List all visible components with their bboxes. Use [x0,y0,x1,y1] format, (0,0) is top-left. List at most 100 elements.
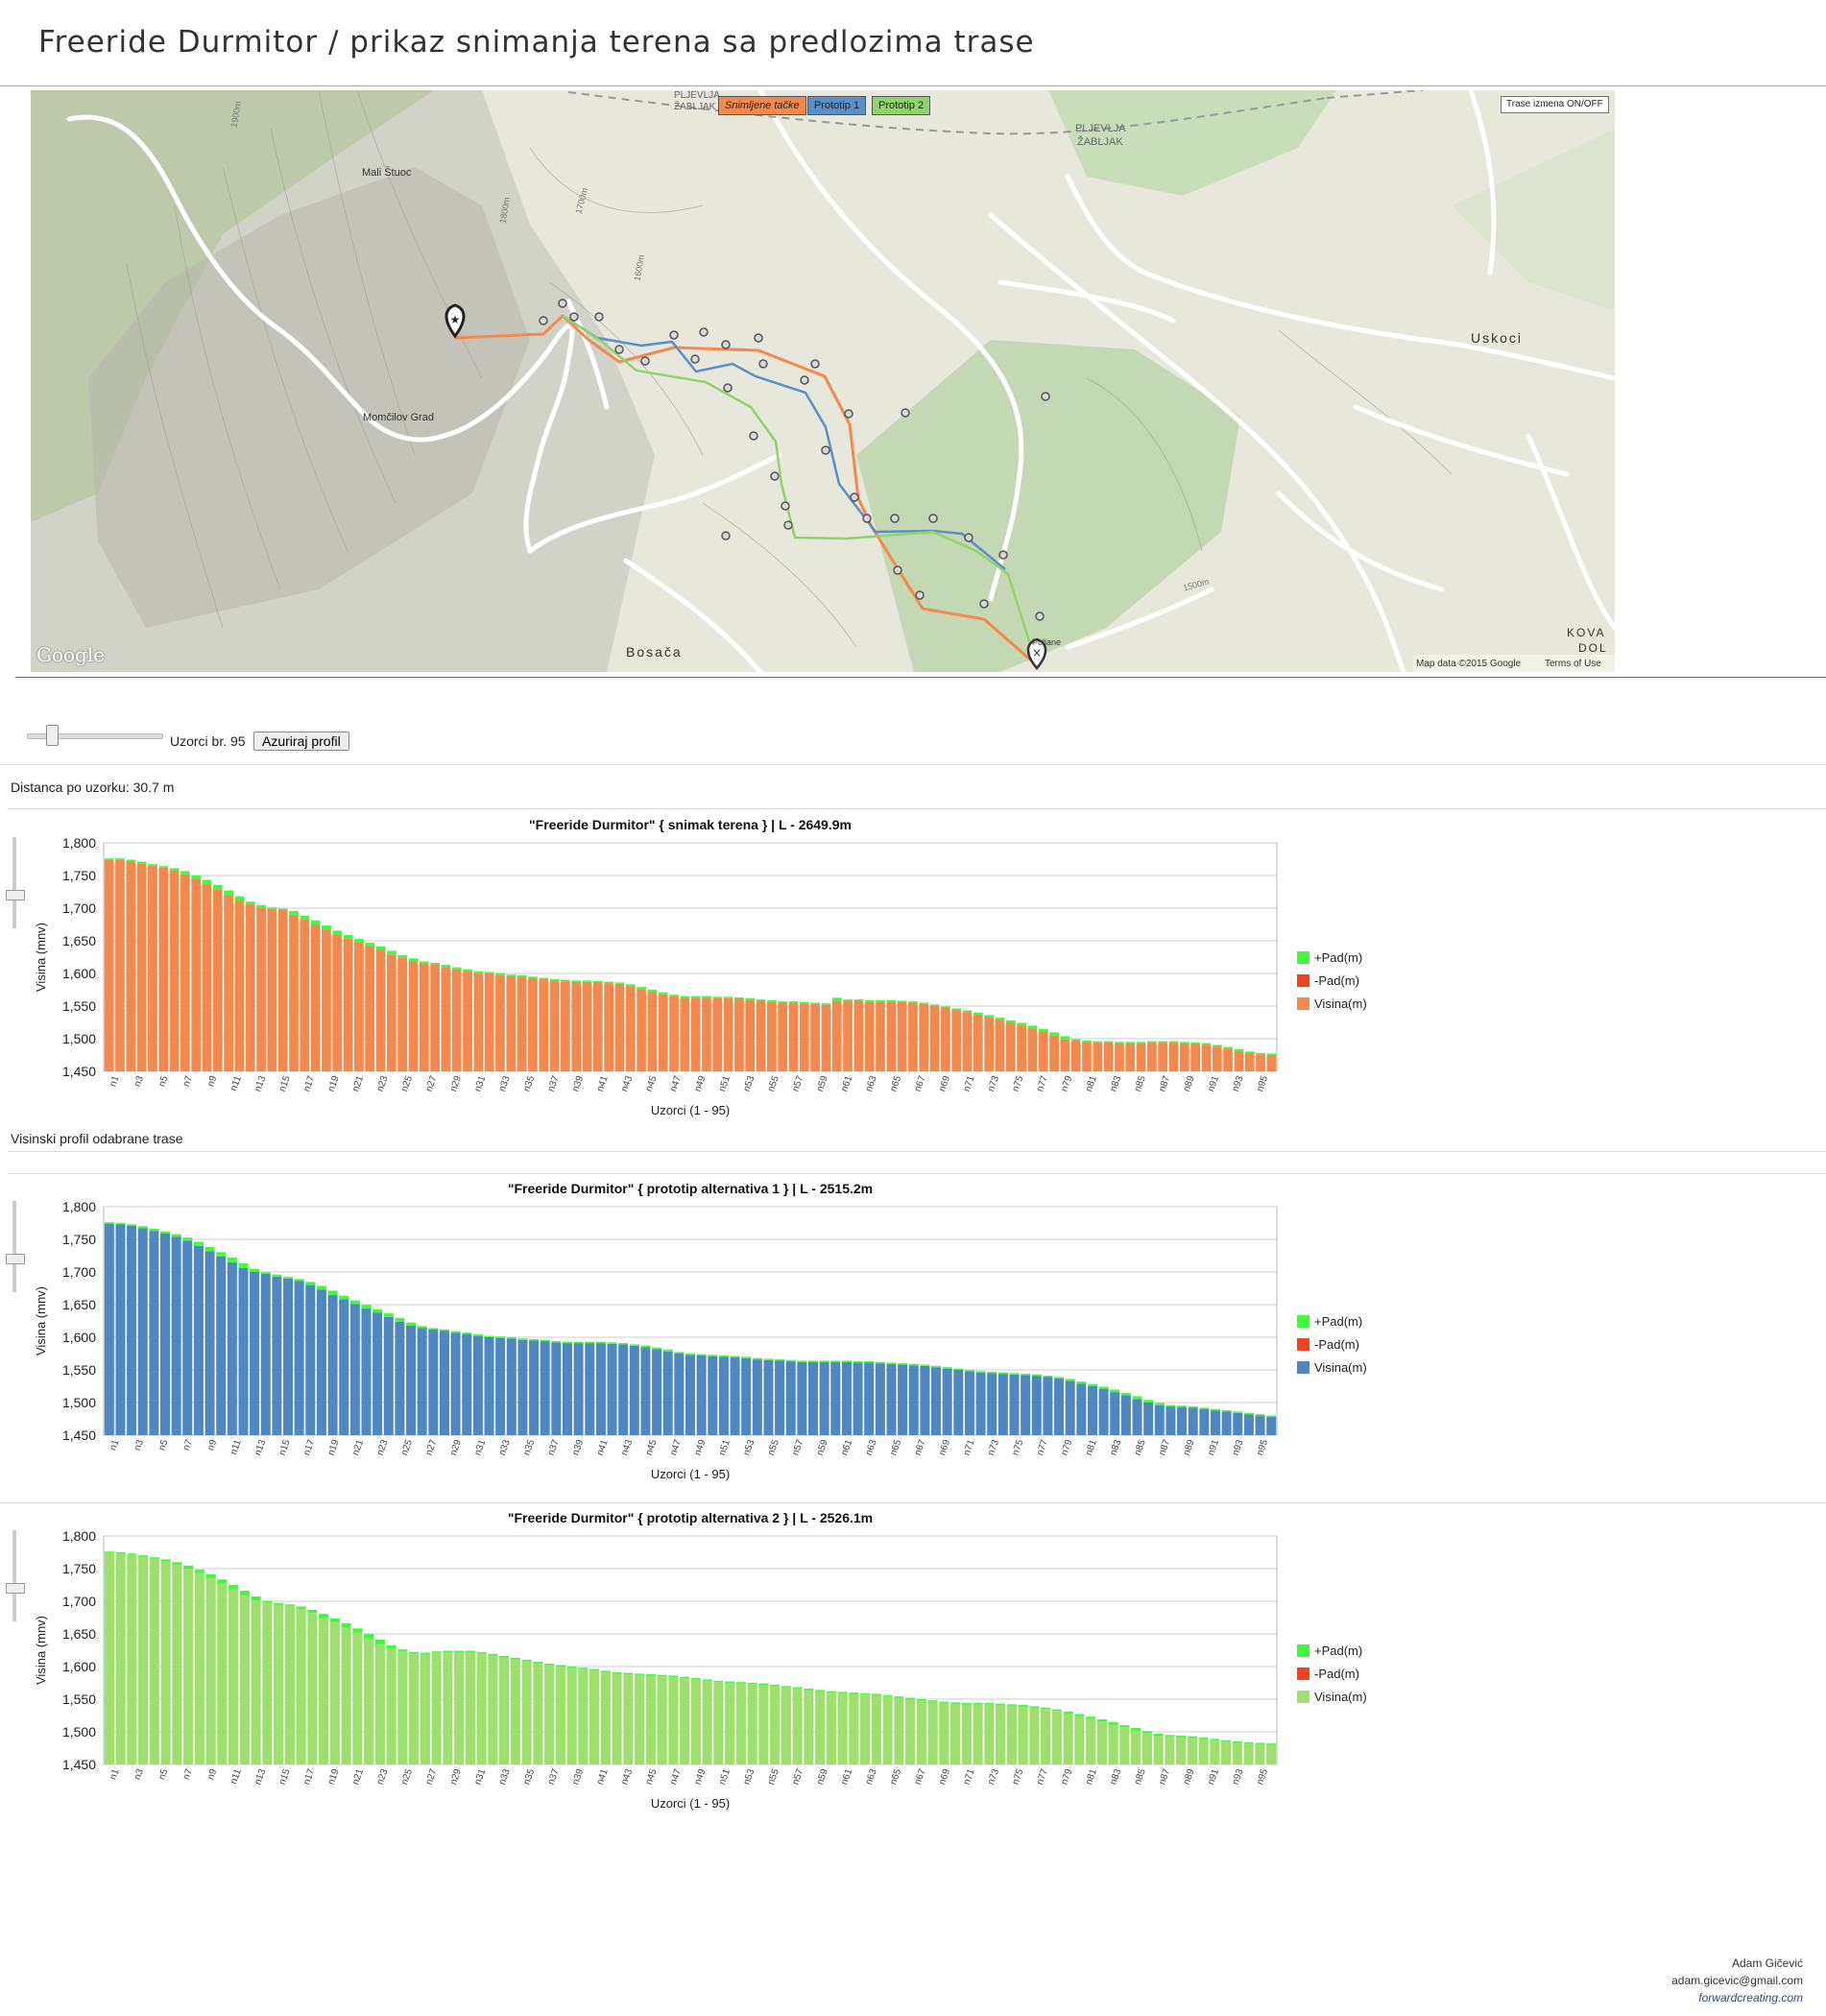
chart-zoom-handle[interactable] [6,1583,25,1594]
bar [886,1001,897,1071]
bar-drop-cap [995,1018,1005,1020]
x-tick-label: n15 [277,1074,293,1093]
bar [658,994,668,1071]
bar [843,1000,853,1071]
map-view[interactable]: ★ × Mali Štuoc Momčilov Grad Uskoci Bosa… [31,90,1615,672]
bar [495,974,505,1071]
bar-drop-cap [625,984,636,987]
x-tick-label: n65 [888,1074,903,1093]
bar-drop-cap [908,1363,919,1366]
bar-drop-cap [1115,1042,1124,1044]
bar-drop-cap [1108,1721,1118,1725]
bar [160,1561,171,1764]
bar [1201,1044,1212,1071]
bar [792,1689,803,1764]
x-tick-label: n49 [693,1438,709,1457]
y-tick-label: 1,600 [62,966,96,981]
bar-drop-cap [406,1322,417,1326]
chart-zoom-handle[interactable] [6,1254,25,1264]
bar-drop-cap [756,999,766,1001]
bar [1005,1022,1016,1071]
bar-drop-cap [592,981,603,983]
x-tick-label: n77 [1035,1074,1050,1093]
bar-drop-cap [361,1305,372,1309]
chart-zoom-slider[interactable] [12,837,16,928]
x-tick-label: n9 [205,1074,219,1089]
bar-drop-cap [775,1358,785,1361]
x-tick-label: n61 [839,1438,854,1457]
legend-label: +Pad(m) [1314,950,1362,965]
update-profile-button[interactable]: Azuriraj profil [253,732,349,751]
chart-divider-1 [8,808,1826,809]
bar [294,1281,304,1435]
route-edit-toggle-button[interactable]: Trase izmena ON/OFF [1501,96,1609,113]
legend-label: Visina(m) [1314,996,1367,1011]
bar [517,1339,528,1435]
legend-label: Visina(m) [1314,1690,1367,1704]
bar [804,1690,814,1764]
bar-drop-cap [758,1683,769,1686]
x-tick-label: n91 [1206,1767,1221,1787]
x-tick-label: n83 [1108,1438,1123,1457]
bar [284,1605,295,1764]
bar [690,997,701,1071]
legend-prototype-2[interactable]: Prototip 2 [872,96,931,115]
bar [262,1602,273,1764]
bar-drop-cap [919,1002,929,1004]
bar-drop-cap [1201,1043,1212,1045]
bar [973,1704,983,1764]
bar [1198,1739,1209,1764]
x-tick-label: n11 [228,1767,244,1786]
bar [476,1653,487,1764]
samples-slider-track[interactable] [27,733,163,739]
author-email[interactable]: adam.gicevic@gmail.com [1671,1974,1803,1987]
bar-drop-cap [539,977,549,980]
bar-drop-cap [1168,1041,1179,1044]
bar [908,1002,918,1071]
bar [1266,1055,1277,1071]
chart-zoom-slider[interactable] [12,1530,16,1621]
bar-drop-cap [629,1344,639,1346]
footer: Adam Gičević adam.gicevic@gmail.com forw… [1671,1955,1803,2006]
x-tick-label: n17 [301,1767,317,1787]
x-tick-label: n55 [766,1074,781,1093]
bar [1006,1705,1017,1764]
bar-drop-cap [284,1604,295,1606]
bar-drop-cap [582,980,592,982]
bar-drop-cap [1165,1735,1175,1737]
bar-drop-cap [984,1015,995,1018]
start-marker-icon[interactable]: ★ [444,303,466,339]
bar [555,1667,565,1764]
bar [506,1338,517,1435]
samples-slider-handle[interactable] [46,725,59,746]
bar-drop-cap [1176,1735,1187,1738]
x-tick-label: n47 [668,1767,684,1787]
x-tick-label: n9 [205,1767,219,1782]
y-tick-label: 1,700 [62,900,96,916]
legend-surveyed-points[interactable]: Snimljene tačke [718,96,806,115]
y-tick-label: 1,750 [62,868,96,883]
x-tick-label: n75 [1010,1438,1025,1457]
map-terms-link[interactable]: Terms of Use [1545,659,1601,669]
chart-zoom-handle[interactable] [6,890,25,900]
x-tick-label: n79 [1059,1767,1074,1787]
author-website-link[interactable]: forwardcreating.com [1698,1991,1803,2004]
bar [942,1368,952,1435]
bar-drop-cap [397,954,408,958]
x-tick-label: n45 [644,1438,660,1457]
legend-prototype-1[interactable]: Prototip 1 [807,96,867,115]
chart-zoom-slider[interactable] [12,1201,16,1292]
bar-drop-cap [1232,1741,1242,1743]
x-tick-label: n51 [717,1438,733,1457]
map-label-momcilov-grad: Momčilov Grad [363,412,434,423]
bar [810,1003,820,1071]
legend-swatch [1297,1668,1309,1680]
bar [690,1679,701,1764]
bar [1153,1736,1164,1764]
bar [148,865,157,1071]
map-canvas[interactable]: ★ × [31,90,1615,672]
x-tick-label: n59 [815,1074,830,1093]
end-marker-icon[interactable]: × [1026,637,1047,670]
x-tick-label: n27 [423,1438,439,1457]
x-tick-label: n67 [913,1074,928,1093]
